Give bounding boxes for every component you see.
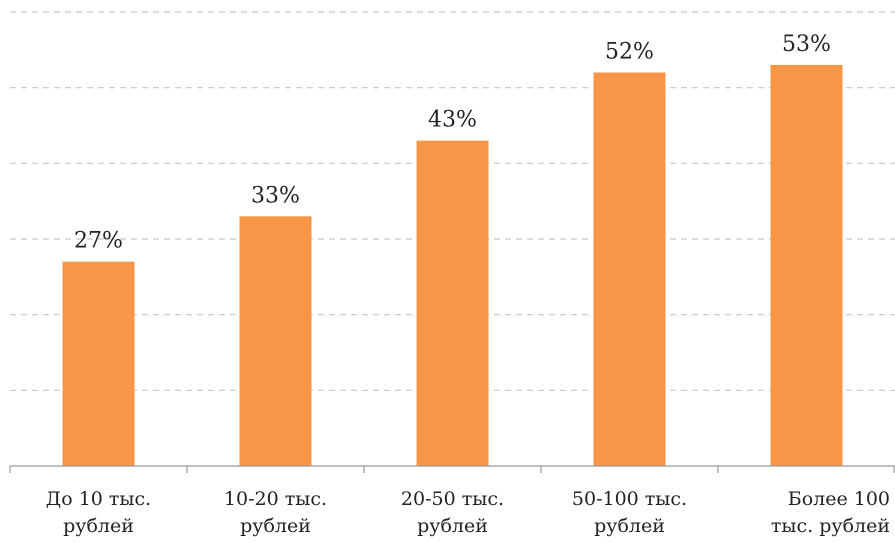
category-label-2-line-2: рублей (240, 515, 311, 537)
category-label-3-line-1: 20-50 тыс. (401, 488, 504, 510)
category-label-1-line-2: рублей (63, 515, 134, 537)
category-label-5-line-1: Более 100 (788, 488, 890, 510)
category-label-1-line-1: До 10 тыс. (46, 488, 151, 510)
category-label-4-line-1: 50-100 тыс. (572, 488, 687, 510)
data-label-1: 27% (74, 229, 123, 254)
data-label-2: 33% (251, 183, 300, 208)
data-label-3: 43% (428, 108, 477, 133)
bar-2 (239, 216, 312, 466)
category-label-3-line-2: рублей (417, 515, 488, 537)
category-label-4-line-2: рублей (594, 515, 665, 537)
bar-3 (416, 140, 489, 466)
data-labels: 27% 33% 43% 52% 53% (74, 32, 831, 254)
category-label-2-line-1: 10-20 тыс. (224, 488, 327, 510)
category-label-5-line-2: тыс. рублей (771, 515, 890, 537)
bar-5 (770, 64, 843, 466)
category-labels: До 10 тыс. рублей 10-20 тыс. рублей 20-50 ты… (46, 488, 890, 537)
data-label-5: 53% (782, 32, 831, 57)
data-label-4: 52% (605, 40, 654, 65)
bar-4 (593, 72, 666, 467)
x-axis (9, 465, 895, 473)
bars (62, 64, 843, 467)
bar-1 (62, 261, 135, 466)
